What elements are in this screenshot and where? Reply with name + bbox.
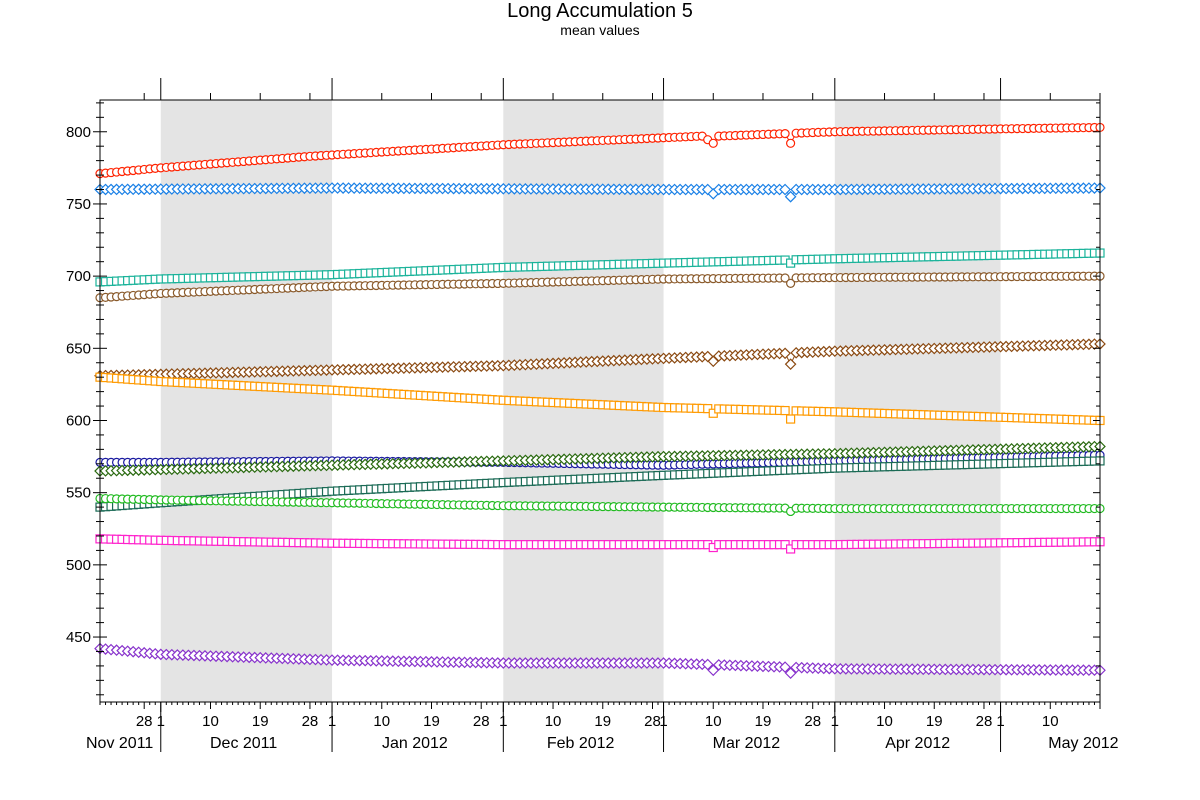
chart-title: Long Accumulation 5 [507,0,693,22]
month-label: Feb 2012 [547,735,615,752]
month-label: Apr 2012 [885,735,950,752]
data-point [780,405,790,416]
x-tick-label: 19 [423,713,440,730]
shaded-band [834,100,1001,702]
shaded-band [160,100,333,702]
data-point [786,278,796,288]
month-label: May 2012 [1048,735,1118,752]
series-9 [95,493,1105,517]
data-point [701,658,714,671]
y-tick-label: 600 [66,412,91,429]
y-tick-label: 700 [66,268,91,285]
y-tick-label: 450 [66,629,91,646]
series-3 [95,271,1105,303]
x-tick-label: 28 [473,713,490,730]
y-tick-label: 500 [66,557,91,574]
data-point [784,190,797,203]
series-11 [94,642,1106,679]
series-10 [95,534,1105,554]
data-point [786,414,796,424]
month-label: Dec 2011 [210,735,277,752]
y-tick-label: 750 [66,196,91,213]
x-tick-label: 28 [644,713,661,730]
data-point [703,404,713,414]
x-tick-label: 1 [328,713,336,730]
x-tick-label: 19 [755,713,772,730]
x-tick-label: 19 [926,713,943,730]
data-point [780,129,790,139]
y-tick-label: 650 [66,340,91,357]
data-point [779,183,791,196]
chart-subtitle: mean values [560,22,640,38]
data-point [707,664,720,677]
data-point [784,667,797,679]
series-7 [94,440,1106,477]
shaded-month-bands [160,100,1001,702]
data-point [780,273,790,283]
plot-frame [99,99,1101,703]
data-point [708,138,718,148]
x-tick-label: 10 [202,713,219,730]
x-tick-label: 28 [804,713,821,730]
y-tick-label: 800 [66,124,91,141]
series-2 [95,248,1105,287]
series-5 [95,372,1105,426]
month-label: Jan 2012 [382,735,448,752]
data-point [779,347,791,360]
series-0 [95,122,1105,179]
x-tick-label: 10 [373,713,390,730]
data-point [784,358,797,371]
x-tick-label: 10 [545,713,562,730]
x-tick-label: 1 [157,713,165,730]
x-tick-label: 28 [302,713,319,730]
series-layer [94,122,1106,679]
x-tick-label: 1 [659,713,667,730]
x-tick-label: 10 [876,713,893,730]
x-tick-label: 10 [1042,713,1059,730]
y-tick-label: 550 [66,485,91,502]
x-tick-label: 1 [831,713,839,730]
x-tick-label: 28 [136,713,153,730]
data-point [786,138,796,148]
data-point [701,183,714,196]
month-label: Nov 2011 [86,735,153,752]
x-tick-label: 1 [996,713,1004,730]
x-tick-label: 1 [499,713,507,730]
x-tick-label: 19 [252,713,269,730]
x-tick-label: 28 [976,713,993,730]
x-tick-label: 10 [705,713,722,730]
x-tick-label: 19 [594,713,611,730]
series-4 [94,338,1106,382]
series-1 [94,182,1106,203]
data-point [779,661,791,673]
month-label: Mar 2012 [713,735,781,752]
